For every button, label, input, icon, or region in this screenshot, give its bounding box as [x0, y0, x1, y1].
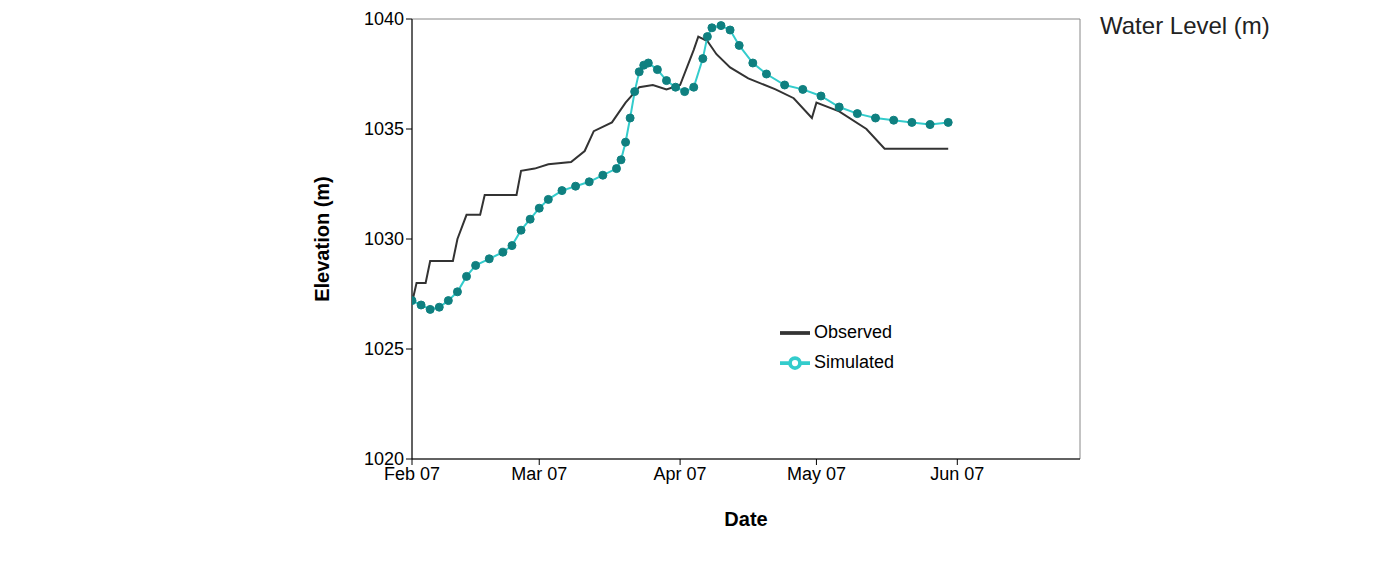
svg-text:May 07: May 07 — [787, 464, 846, 484]
svg-text:Elevation (m): Elevation (m) — [311, 176, 333, 302]
svg-text:Mar 07: Mar 07 — [511, 464, 567, 484]
svg-text:1035: 1035 — [364, 119, 404, 139]
svg-text:1030: 1030 — [364, 229, 404, 249]
svg-text:Feb 07: Feb 07 — [384, 463, 440, 484]
svg-text:Date: Date — [724, 508, 767, 530]
html-text:Simulated: Simulated — [814, 351, 894, 372]
html-text:Observed: Observed — [814, 321, 892, 342]
svg-text:1020: 1020 — [364, 449, 404, 469]
svg-text:Jun 07: Jun 07 — [930, 464, 984, 484]
svg-text:1040: 1040 — [364, 9, 404, 29]
svg-text:1025: 1025 — [364, 339, 404, 359]
svg-text:Apr 07: Apr 07 — [654, 464, 707, 484]
html-text:Water Level (m): Water Level (m) — [1100, 12, 1270, 39]
